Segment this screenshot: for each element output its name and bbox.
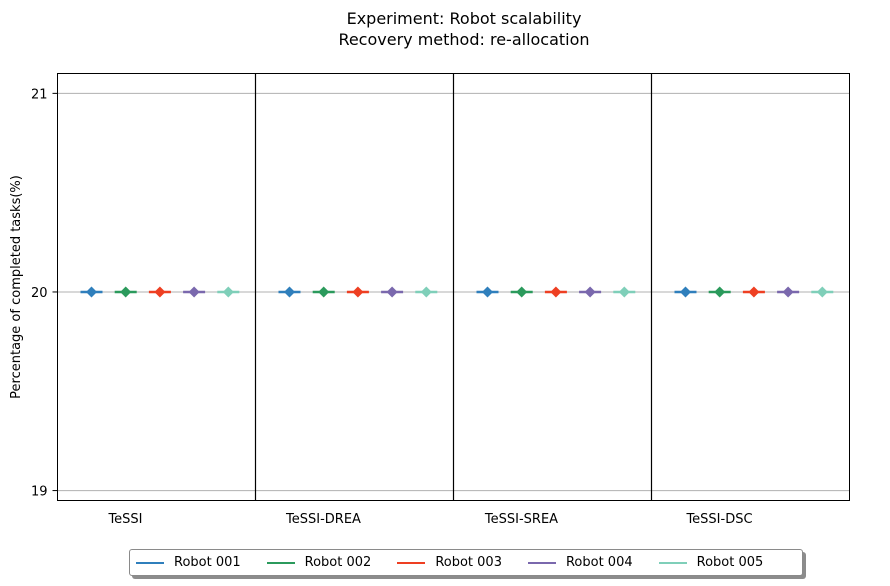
category-label-1: TeSSI-DREA <box>285 512 361 527</box>
legend-swatch-4 <box>527 561 556 564</box>
legend-label-4: Robot 004 <box>565 555 633 570</box>
mark-point-1-0 <box>284 286 295 298</box>
category-label-2: TeSSI-SREA <box>484 512 558 527</box>
legend-item-2: Robot 002 <box>266 555 372 570</box>
mark-2-4 <box>613 286 636 298</box>
legend-item-5: Robot 005 <box>658 555 764 570</box>
mark-point-2-1 <box>516 286 528 298</box>
mark-3-0 <box>674 286 697 298</box>
mark-1-3 <box>381 286 404 298</box>
mark-0-4 <box>217 286 240 298</box>
mark-point-1-1 <box>318 286 330 298</box>
plot-frame <box>57 73 850 501</box>
legend-swatch-2 <box>266 561 295 564</box>
mark-point-3-0 <box>680 286 691 298</box>
mark-2-1 <box>510 286 533 298</box>
data-marks <box>80 286 834 298</box>
mark-3-1 <box>708 286 731 298</box>
mark-3-3 <box>777 286 800 298</box>
mark-point-1-3 <box>386 286 398 298</box>
legend-swatch-1 <box>136 561 164 564</box>
mark-0-0 <box>80 286 103 298</box>
mark-point-2-4 <box>618 286 630 298</box>
chart-subtitle: Recovery method: re-allocation <box>338 30 589 49</box>
mark-1-0 <box>278 286 301 298</box>
mark-point-2-3 <box>584 286 596 298</box>
category-labels: TeSSI TeSSI-DREA TeSSI-SREA TeSSI-DSC <box>107 512 752 527</box>
legend-label-3: Robot 003 <box>435 555 502 570</box>
mark-1-1 <box>312 286 335 298</box>
legend: Robot 001 Robot 002 Robot 003 Robot 004 Robo… <box>129 549 803 576</box>
chart-title: Experiment: Robot scalability <box>347 9 582 28</box>
legend-swatch-5 <box>658 561 687 564</box>
mark-0-1 <box>114 286 137 298</box>
category-label-0: TeSSI <box>107 512 142 527</box>
legend-item-3: Robot 003 <box>397 555 502 570</box>
legend-item-1: Robot 001 <box>136 555 241 570</box>
legend-label-1: Robot 001 <box>174 555 241 570</box>
y-ticks: 19 20 21 <box>31 87 58 500</box>
mark-point-2-0 <box>482 286 493 298</box>
category-label-3: TeSSI-DSC <box>685 512 752 527</box>
legend-label-5: Robot 005 <box>696 555 764 570</box>
y-tick-label-1: 20 <box>31 286 48 301</box>
legend-label-2: Robot 002 <box>304 555 372 570</box>
y-axis-label: Percentage of completed tasks(%) <box>9 175 24 399</box>
mark-point-0-4 <box>222 286 234 298</box>
mark-point-3-4 <box>816 286 828 298</box>
y-tick-label-2: 21 <box>31 87 48 102</box>
mark-point-3-1 <box>714 286 726 298</box>
mark-2-2 <box>544 286 567 298</box>
legend-swatch-3 <box>397 561 426 564</box>
mark-point-1-2 <box>352 286 364 298</box>
mark-3-2 <box>742 286 765 298</box>
mark-2-0 <box>476 286 499 298</box>
mark-point-3-2 <box>748 286 760 298</box>
legend-item-4: Robot 004 <box>527 555 633 570</box>
mark-1-2 <box>346 286 369 298</box>
mark-0-3 <box>183 286 206 298</box>
mark-point-0-1 <box>120 286 132 298</box>
mark-0-2 <box>148 286 171 298</box>
mark-2-3 <box>579 286 602 298</box>
mark-1-4 <box>415 286 438 298</box>
mark-point-0-3 <box>188 286 200 298</box>
mark-point-2-2 <box>550 286 562 298</box>
mark-3-4 <box>811 286 834 298</box>
mark-point-1-4 <box>420 286 432 298</box>
y-tick-label-0: 19 <box>31 485 48 500</box>
mark-point-0-0 <box>86 286 97 298</box>
panel-dividers <box>254 73 653 501</box>
mark-point-3-3 <box>782 286 794 298</box>
mark-point-0-2 <box>154 286 166 298</box>
